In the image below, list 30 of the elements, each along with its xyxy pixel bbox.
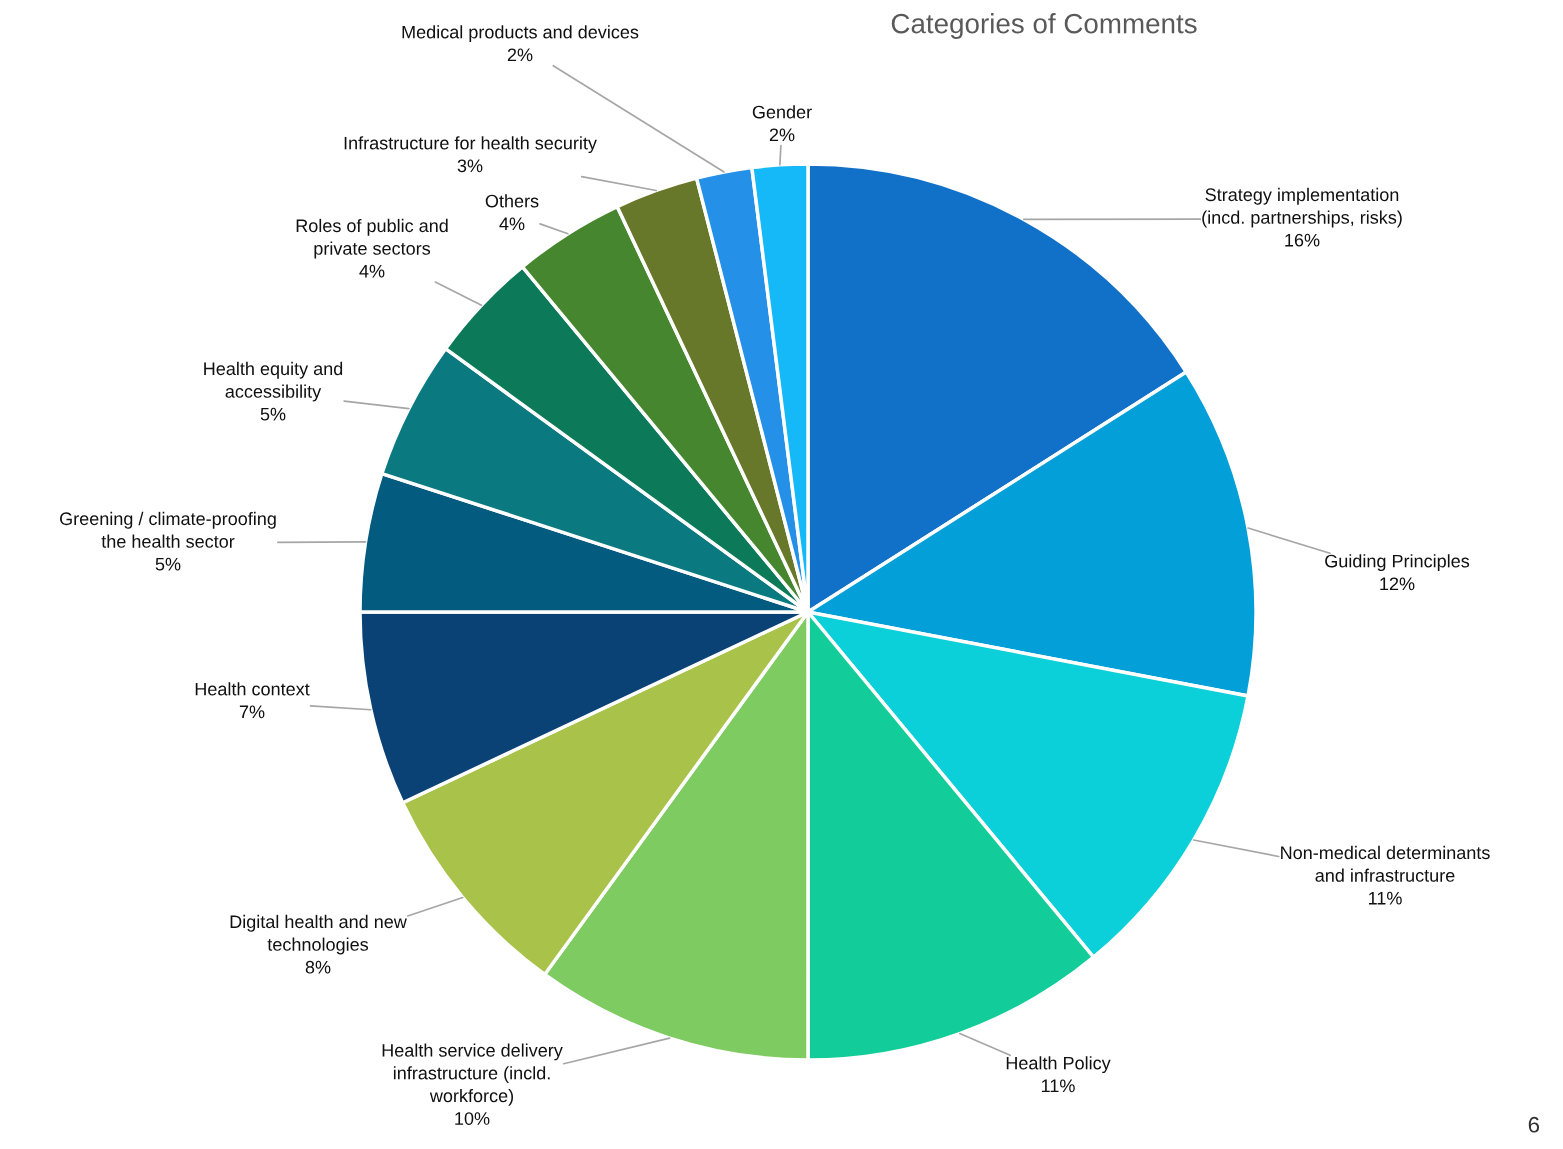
- data-label: 10%: [455, 1112, 490, 1125]
- chart-title: Categories of Comments: [891, 13, 1197, 39]
- data-label: 2%: [507, 48, 533, 62]
- text: 6: [1528, 1116, 1540, 1133]
- slice-label: Greening / climate-proofing the health sector: [60, 511, 276, 548]
- data-label: 16%: [1285, 233, 1320, 247]
- data-label: 4%: [499, 217, 525, 231]
- data-label: 4%: [359, 264, 385, 278]
- data-label: 12%: [1380, 577, 1415, 591]
- slice-label: Health Policy: [1006, 1056, 1111, 1074]
- data-label: 11%: [1041, 1079, 1075, 1093]
- slice-label: Guiding Principles: [1325, 554, 1470, 572]
- slice-label: Infrastructure for health security: [344, 136, 597, 154]
- slice-label: Health context: [195, 682, 310, 696]
- slice-label: Medical products and devices: [402, 25, 639, 43]
- slice-label: Health equity and accessibility: [204, 361, 343, 402]
- data-label: 5%: [155, 557, 181, 571]
- slice-label: Health service delivery infrastructure (incld. workforce): [382, 1043, 563, 1106]
- slice-label: Digital health and new technologies: [230, 914, 407, 955]
- data-label: 11%: [1368, 891, 1402, 905]
- data-label: 3%: [457, 159, 483, 173]
- data-label: 5%: [260, 407, 286, 421]
- data-label: 8%: [305, 960, 331, 974]
- data-label: 7%: [239, 705, 265, 719]
- slice-label: Others: [485, 194, 539, 208]
- slice-label: Non-medical determinants and infrastructure: [1281, 845, 1490, 882]
- slice-label: Roles of public and private sectors: [296, 218, 448, 259]
- slice-label: Strategy implementation (incd. partnerships, risks): [1202, 187, 1402, 228]
- slice-label: Gender: [752, 105, 812, 119]
- data-label: 2%: [769, 128, 795, 142]
